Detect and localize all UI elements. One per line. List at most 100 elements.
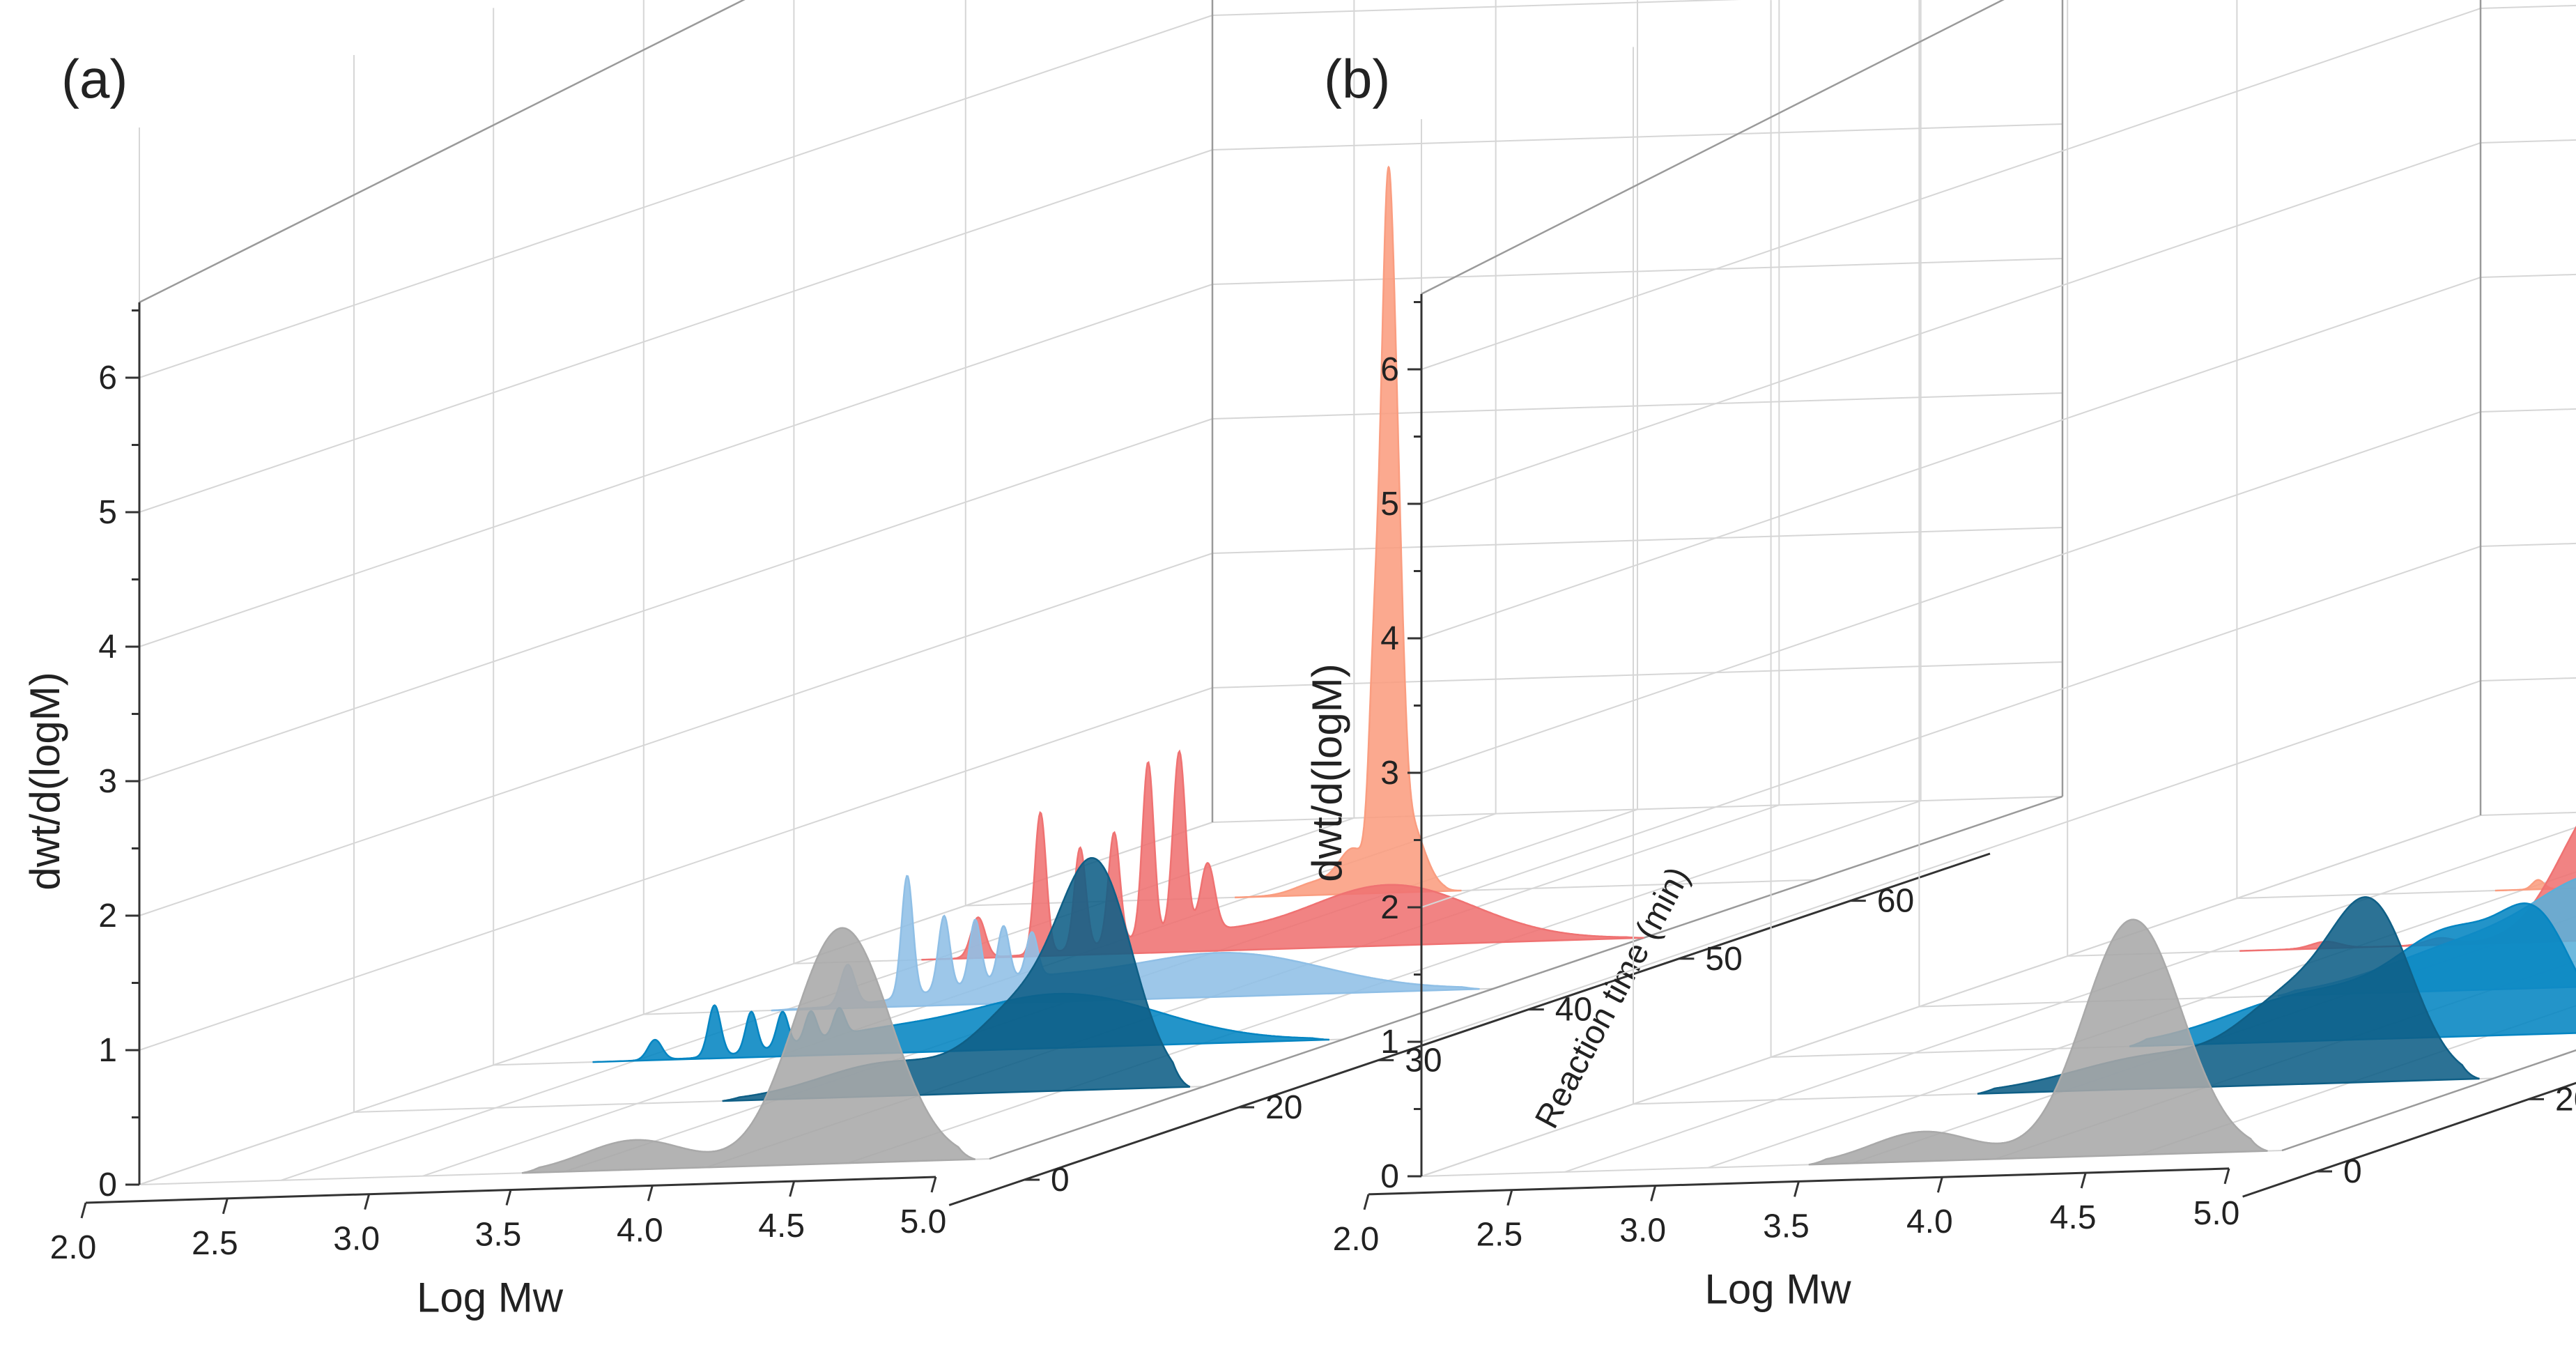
z-axis-line [948,852,1991,1206]
x-tick-label: 2.0 [1333,1221,1380,1258]
x-tick [930,1176,937,1193]
x-tick [1936,1176,1943,1193]
x-tick-label: 3.0 [1619,1213,1666,1249]
series-area-20 [1977,896,2480,1095]
x-tick-label: 4.5 [758,1208,805,1245]
x-tick-label: 2.5 [192,1225,238,1262]
grid-line [1212,258,2063,285]
grid-line [2480,408,2576,413]
grid-line [1421,142,2481,505]
z-tick-label: 40 [1555,992,1592,1029]
x-tick-label: 5.0 [2193,1195,2240,1232]
series-layer [521,165,1644,1174]
x-tick [789,1180,796,1197]
grid-line [1421,680,2481,1042]
y-tick-label: 5 [98,494,117,531]
series-area-60 [2494,879,2576,892]
grid-line [1421,815,2481,1177]
series-area-60 [1235,165,1462,899]
grid-line [1212,123,2063,151]
y-axis-title: dwt/d(logM) [1304,663,1350,882]
y-tick-label: 4 [98,629,117,665]
box-edge [1421,0,2005,295]
series-area-50 [921,749,1644,961]
x-tick [364,1194,371,1210]
x-tick [80,1202,87,1219]
y-tick-label: 3 [1380,755,1399,792]
x-tick-label: 2.5 [1476,1217,1522,1254]
box-edge [2281,1049,2576,1152]
y-tick-label: 4 [1380,620,1399,657]
y-tick-label: 2 [1380,889,1399,926]
x-tick-label: 4.5 [2050,1199,2097,1236]
z-tick-label: 0 [1051,1162,1070,1199]
grid-line [1212,527,2063,554]
z-tick-label: 50 [1705,941,1742,978]
z-tick-label: 20 [1265,1089,1302,1126]
z-tick-label: 20 [2555,1081,2576,1118]
x-tick [222,1198,229,1215]
grid-line [2480,4,2576,9]
series-layer [1808,825,2576,1166]
panel-label: (a) [61,48,128,109]
grid-line [1421,546,2481,908]
panel-label: (b) [1324,48,1390,109]
z-axis-title: Reaction time (min) [1528,861,1697,1134]
x-tick [647,1185,654,1201]
grid-line [139,284,1213,647]
x-tick [2080,1172,2087,1189]
x-tick-label: 5.0 [900,1203,947,1240]
axes: 0 1 2 3 4 5 6 2.0 2.5 3.0 3.5 4.0 4.5 5.0 0 20 30 40 50 60 L… [1304,293,2576,1312]
y-tick-label: 6 [1380,351,1399,388]
grid-line [1421,8,2481,370]
x-tick-label: 3.5 [475,1217,522,1254]
x-tick [1650,1185,1657,1201]
box-edge [139,0,746,304]
x-tick-label: 4.0 [1906,1203,1953,1240]
x-tick [505,1190,512,1206]
x-axis-title: Log Mw [1704,1265,1851,1312]
box-edge [989,795,2063,1160]
grid-line [2480,273,2576,278]
x-tick-label: 4.0 [617,1212,663,1249]
grid-line [1212,796,2063,823]
y-tick-label: 0 [98,1167,117,1203]
grid-line [2480,542,2576,547]
grid-line [2480,139,2576,144]
grid-line [1708,871,2576,1169]
grid-line [139,149,1213,513]
grid-line [139,15,1213,378]
y-tick-label: 1 [98,1032,117,1069]
y-axis-title: dwt/d(logM) [22,672,68,890]
grid-line [139,418,1213,782]
grid-line [2480,811,2576,816]
grid-line [1212,0,1741,16]
grid-line [2237,887,2576,900]
y-tick-label: 3 [98,763,117,800]
y-tick-label: 1 [1380,1024,1399,1061]
grid-line [139,687,1213,1051]
grid-line [1212,661,2063,688]
z-tick-label: 30 [1405,1042,1442,1079]
z-axis-line [2242,1082,2576,1198]
grid-line [1421,411,2481,773]
x-tick [1506,1190,1513,1206]
y-tick-label: 0 [1380,1158,1399,1195]
grid-line [2480,677,2576,682]
y-tick-label: 2 [98,898,117,934]
x-axis-title: Log Mw [417,1275,564,1321]
y-tick-label: 5 [1380,486,1399,523]
z-tick-label: 60 [1877,883,1914,920]
series-area-0 [1808,918,2268,1166]
grid-line [2138,1005,2576,1156]
x-tick-label: 2.0 [50,1229,97,1266]
x-tick [1363,1194,1370,1210]
x-tick [1794,1181,1800,1197]
z-tick-label: 0 [2343,1153,2362,1190]
y-tick-label: 6 [98,360,117,397]
x-tick-label: 3.0 [333,1221,380,1258]
grid-line [1212,392,2063,420]
x-tick-label: 3.5 [1763,1208,1810,1245]
